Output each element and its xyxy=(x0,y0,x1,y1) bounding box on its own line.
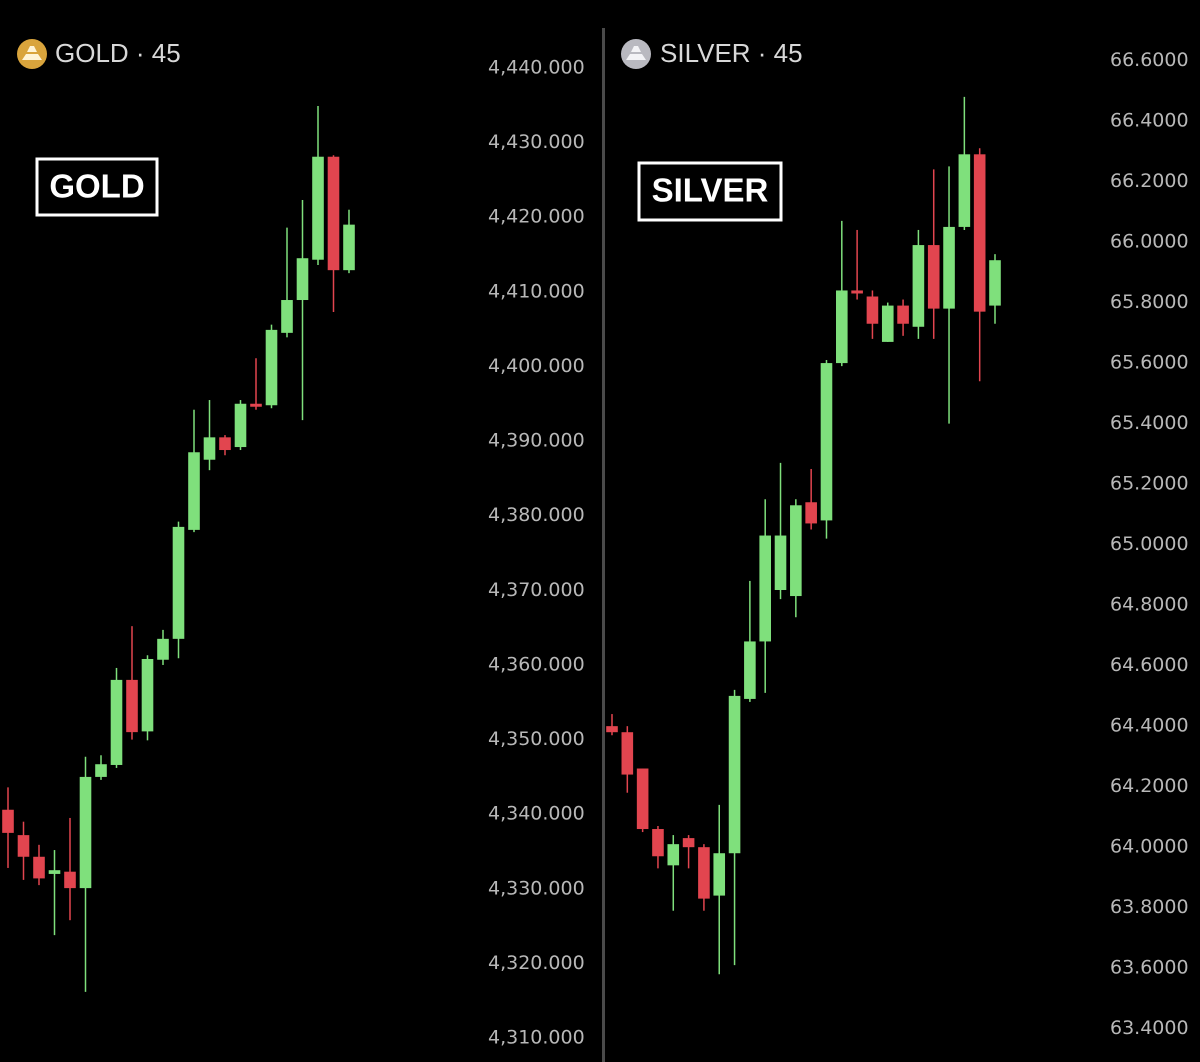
candle-body xyxy=(881,305,894,342)
candle-body xyxy=(652,829,664,857)
y-tick-label: 66.0000 xyxy=(1110,231,1189,253)
y-tick-label: 65.6000 xyxy=(1110,352,1189,374)
candle-body xyxy=(897,305,909,324)
candle-body xyxy=(943,226,955,309)
candle-body xyxy=(296,258,309,301)
y-tick-label: 64.6000 xyxy=(1110,654,1189,676)
candle-body xyxy=(141,658,154,732)
candle-body xyxy=(621,732,634,775)
y-tick-label: 4,310.000 xyxy=(488,1027,585,1049)
candle-body xyxy=(774,535,787,590)
panel-title: GOLD · 45 xyxy=(55,38,181,68)
candle-body xyxy=(912,245,925,327)
y-tick-label: 4,370.000 xyxy=(488,579,585,601)
candle-body xyxy=(851,290,863,294)
candle-body xyxy=(958,154,971,227)
y-tick-label: 4,340.000 xyxy=(488,803,585,825)
panel-title: SILVER · 45 xyxy=(660,38,803,68)
candle-body xyxy=(973,154,986,312)
y-tick-label: 4,440.000 xyxy=(488,56,585,78)
y-tick-label: 4,390.000 xyxy=(488,430,585,452)
y-tick-label: 66.6000 xyxy=(1110,49,1189,71)
annotation-box xyxy=(637,161,783,222)
candle-body xyxy=(790,505,802,597)
y-tick-label: 4,330.000 xyxy=(488,877,585,899)
y-tick-label: 65.4000 xyxy=(1110,412,1189,434)
y-tick-label: 4,430.000 xyxy=(488,131,585,153)
candle-body xyxy=(250,403,262,407)
y-tick-label: 64.4000 xyxy=(1110,715,1189,737)
candle-body xyxy=(866,296,879,324)
y-tick-label: 4,380.000 xyxy=(488,504,585,526)
candle-body xyxy=(698,847,710,899)
y-tick-label: 65.2000 xyxy=(1110,473,1189,495)
y-tick-label: 63.6000 xyxy=(1110,957,1189,979)
candle-body xyxy=(48,870,61,874)
candle-body xyxy=(343,224,355,271)
candle-body xyxy=(805,502,817,524)
candle-body xyxy=(157,638,169,660)
y-tick-label: 63.4000 xyxy=(1110,1017,1189,1039)
y-tick-label: 66.4000 xyxy=(1110,110,1189,132)
y-tick-label: 66.2000 xyxy=(1110,170,1189,192)
annotation: GOLD xyxy=(49,168,144,205)
candle-body xyxy=(79,776,92,889)
candle-body xyxy=(2,809,14,833)
candle-body xyxy=(927,245,940,309)
candle-body xyxy=(281,300,293,333)
candle-body xyxy=(234,403,247,448)
candle-body xyxy=(265,329,278,406)
candle-body xyxy=(327,156,340,271)
candle-body xyxy=(172,526,185,639)
candle-body xyxy=(759,535,771,642)
y-tick-label: 4,420.000 xyxy=(488,206,585,228)
y-tick-label: 65.0000 xyxy=(1110,533,1189,555)
gold-icon xyxy=(17,39,47,69)
candle-body xyxy=(682,838,695,848)
y-tick-label: 4,400.000 xyxy=(488,355,585,377)
y-tick-label: 4,350.000 xyxy=(488,728,585,750)
annotation: SILVER xyxy=(652,172,769,209)
candle-body xyxy=(728,695,741,854)
candle-body xyxy=(820,363,833,521)
candle-body xyxy=(667,844,680,866)
y-tick-label: 64.0000 xyxy=(1110,836,1189,858)
candle-body xyxy=(744,641,756,699)
candle-body xyxy=(989,260,1001,306)
silver-icon xyxy=(621,39,651,69)
candle-body xyxy=(606,726,618,733)
y-tick-label: 4,410.000 xyxy=(488,280,585,302)
candle-body xyxy=(636,768,649,830)
candle-body xyxy=(33,856,45,879)
candle-body xyxy=(203,437,216,460)
candle-body xyxy=(219,437,231,451)
y-tick-label: 4,360.000 xyxy=(488,653,585,675)
y-tick-label: 64.2000 xyxy=(1110,775,1189,797)
candle-body xyxy=(312,156,324,260)
annotation-box xyxy=(35,157,159,217)
candle-body xyxy=(713,853,726,896)
candle-body xyxy=(836,290,848,364)
candle-body xyxy=(188,452,200,530)
candle-body xyxy=(110,679,123,765)
y-tick-label: 64.8000 xyxy=(1110,594,1189,616)
candle-body xyxy=(17,835,30,857)
y-tick-label: 63.8000 xyxy=(1110,896,1189,918)
candle-body xyxy=(126,679,138,733)
y-tick-label: 4,320.000 xyxy=(488,952,585,974)
y-tick-label: 65.8000 xyxy=(1110,291,1189,313)
candle-body xyxy=(95,764,107,777)
candle-body xyxy=(64,871,76,889)
